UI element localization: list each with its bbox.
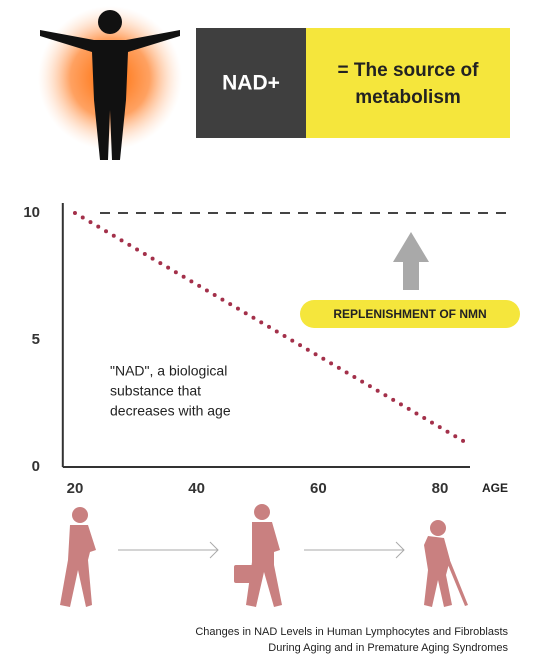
up-arrow [393, 232, 429, 290]
x-tick-label: 60 [310, 480, 327, 497]
x-tick-label: 20 [67, 480, 84, 497]
y-tick-label: 0 [32, 458, 40, 475]
x-axis-label: AGE [482, 481, 508, 495]
caption: Changes in NAD Levels in Human Lymphocyt… [195, 626, 508, 638]
nad-line [72, 211, 467, 444]
caption: During Aging and in Premature Aging Synd… [268, 642, 508, 654]
walkers [60, 504, 468, 607]
x-tick-label: 40 [188, 480, 205, 497]
source-text: metabolism [355, 87, 461, 108]
source-text: = The source of [338, 60, 480, 81]
callout: REPLENISHMENT OF NMN [333, 307, 486, 321]
callout-pill [300, 300, 520, 328]
y-tick-label: 10 [23, 204, 40, 221]
source-box [306, 28, 510, 138]
y-tick-label: 5 [32, 331, 40, 348]
nad-box [196, 28, 306, 138]
x-tick-label: 80 [432, 480, 449, 497]
human-figure [40, 10, 180, 160]
annotation: decreases with age [110, 403, 231, 419]
progress-arrows [118, 541, 405, 559]
annotation: "NAD", a biological [110, 363, 227, 379]
nad-label: NAD+ [222, 72, 280, 95]
annotation: substance that [110, 383, 201, 399]
